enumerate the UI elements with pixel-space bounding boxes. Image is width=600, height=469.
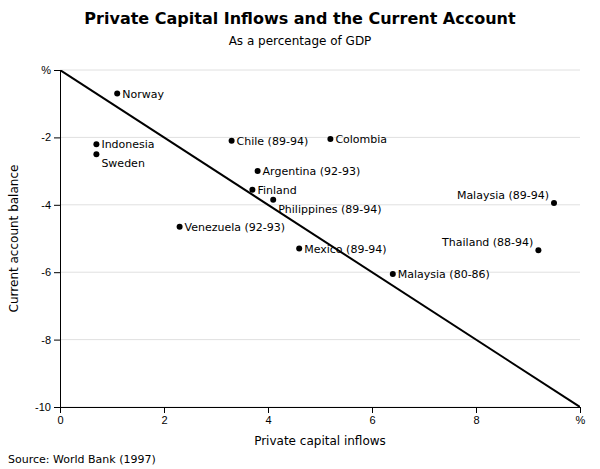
point (270, 197, 276, 203)
point-label: Indonesia (101, 138, 154, 151)
tick-mark (476, 407, 477, 413)
tick: % (41, 64, 60, 76)
tick: -2 (41, 131, 60, 143)
tick-mark (54, 340, 60, 341)
point (229, 138, 235, 144)
tick-label: % (41, 64, 51, 76)
tick-label: -4 (41, 199, 51, 211)
grid-line (60, 339, 580, 340)
tick-mark (54, 137, 60, 138)
y-axis: % -2 -4 -6 -8 -10 (35, 64, 60, 413)
point-label: Colombia (335, 133, 387, 146)
tick: 6 (369, 407, 375, 426)
point (177, 224, 183, 230)
grid-line (60, 272, 580, 273)
point (535, 247, 541, 253)
point-label: Venezuela (92-93) (185, 221, 286, 234)
tick-mark (54, 272, 60, 273)
point-label: Sweden (101, 157, 144, 170)
tick-mark (372, 407, 373, 413)
tick: -10 (35, 401, 60, 413)
point (93, 151, 99, 157)
point-label: Malaysia (80-86) (398, 268, 490, 281)
point (327, 136, 333, 142)
tick-label: -8 (41, 334, 51, 346)
subtitle: As a percentage of GDP (229, 34, 372, 48)
marks (60, 70, 580, 407)
point-label: Philippines (89-94) (278, 203, 381, 216)
tick: 0 (57, 407, 63, 426)
tick: 2 (161, 407, 167, 426)
tick: -4 (41, 199, 60, 211)
diagonal-line (60, 70, 580, 407)
title: Private Capital Inflows and the Current … (84, 9, 516, 28)
tick: -6 (41, 266, 60, 278)
point-label: Thailand (88-94) (441, 236, 533, 249)
point (551, 200, 557, 206)
x-axis: 0 2 4 6 8% (57, 407, 585, 426)
tick-label: 4 (265, 414, 271, 426)
tick-label: -2 (41, 131, 51, 143)
grid-line (60, 70, 580, 71)
point-label: Chile (89-94) (237, 135, 309, 148)
point-label: Finland (257, 184, 296, 197)
y-axis-title: Current account balance (7, 165, 21, 313)
tick: 4 (265, 407, 271, 426)
tick-label: 2 (161, 414, 167, 426)
point-label: Norway (122, 88, 164, 101)
tick-label: 6 (369, 414, 375, 426)
tick-label: -6 (41, 266, 51, 278)
point (114, 91, 120, 97)
point-label: Mexico (89-94) (304, 243, 386, 256)
point (296, 246, 302, 252)
axis-line (61, 408, 581, 414)
tick: 8 (473, 407, 479, 426)
grid (60, 70, 580, 407)
point (255, 168, 261, 174)
tick: % (576, 407, 586, 426)
point (390, 271, 396, 277)
point (93, 141, 99, 147)
axis-line (54, 71, 61, 408)
tick-label: 8 (473, 414, 479, 426)
point-label: Malaysia (89-94) (457, 189, 549, 202)
point-label: Argentina (92-93) (263, 165, 361, 178)
plot: 0 2 4 6 8%% -2 -4 -6 -8 -10 Private capital inflow… (7, 64, 586, 448)
tick-label: 0 (57, 414, 63, 426)
tick-mark (54, 70, 60, 71)
tick-mark (164, 407, 165, 413)
chart: Private Capital Inflows and the Current … (0, 0, 600, 469)
tick-label: % (576, 414, 586, 426)
tick-label: -10 (35, 401, 51, 413)
x-axis-title: Private capital inflows (254, 434, 386, 448)
tick-mark (54, 407, 60, 408)
source: Source: World Bank (1997) (8, 453, 156, 466)
point (249, 187, 255, 193)
point-labels: Norway Indonesia Sweden Chile (89-94) Colomb… (101, 88, 549, 281)
tick-mark (580, 407, 581, 413)
tick-mark (268, 407, 269, 413)
tick: -8 (41, 334, 60, 346)
tick-mark (54, 205, 60, 206)
